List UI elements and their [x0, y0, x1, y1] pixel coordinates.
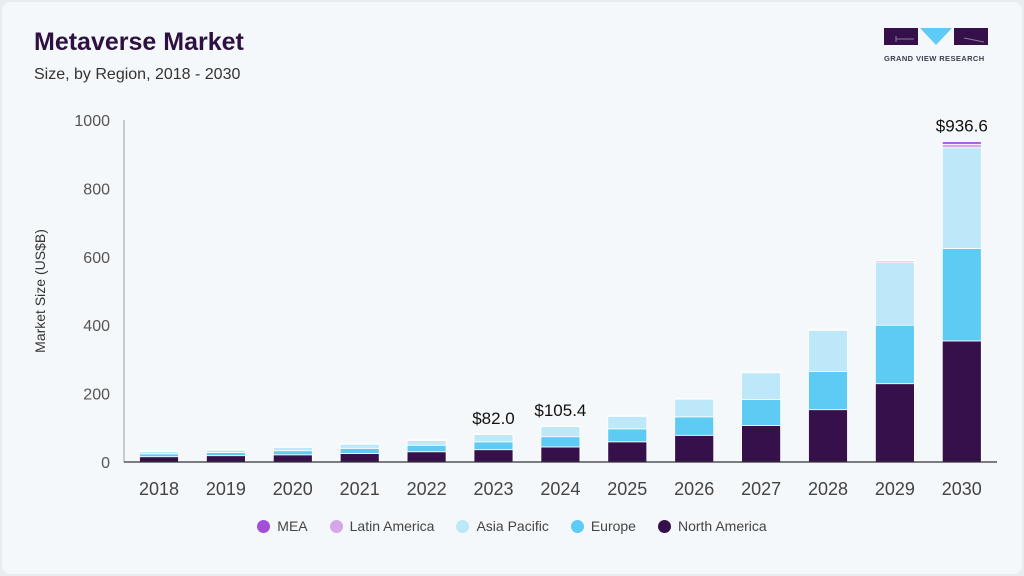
legend-item: North America	[657, 518, 767, 534]
x-tick-label: 2019	[206, 479, 246, 499]
legend-swatch-icon	[456, 519, 470, 533]
bar-segment-mea	[540, 425, 581, 427]
x-tick-label: 2026	[674, 479, 714, 499]
legend-label: Europe	[590, 518, 636, 534]
bar-segment-europe	[540, 436, 581, 448]
y-tick-label: 200	[83, 387, 110, 404]
bar-segment-asia-pacific	[875, 262, 915, 326]
bar-segment-asia-pacific	[473, 433, 514, 443]
bar-segment-north-america	[139, 456, 179, 463]
bar-segment-mea	[473, 433, 514, 435]
bar-segment-north-america	[205, 455, 246, 463]
bar-segment-mea	[272, 446, 313, 448]
legend-swatch-icon	[657, 519, 671, 533]
data-label: $105.4	[534, 401, 586, 420]
legend-item: MEA	[257, 518, 308, 534]
bar-segment-mea	[339, 443, 380, 445]
bar-segment-europe	[674, 416, 715, 436]
grand-view-research-logo: GRAND VIEW RESEARCH	[884, 28, 988, 63]
bar-segment-europe	[205, 452, 246, 457]
y-tick-label: 600	[83, 250, 110, 267]
bar-segment-europe	[741, 399, 781, 426]
logo-text: GRAND VIEW RESEARCH	[884, 54, 985, 63]
data-label: $82.0	[472, 409, 515, 428]
bar-segment-europe	[875, 324, 915, 385]
x-tick-label: 2022	[407, 479, 447, 499]
legend-swatch-icon	[570, 519, 584, 533]
legend-label: Latin America	[349, 518, 435, 534]
y-tick-label: 400	[83, 318, 110, 335]
x-tick-label: 2025	[607, 479, 647, 499]
legend-swatch-icon	[329, 519, 343, 533]
bar-segment-north-america	[473, 449, 514, 463]
bar-segment-mea	[941, 141, 982, 145]
bar-segment-mea	[139, 450, 179, 452]
x-tick-label: 2029	[875, 479, 915, 499]
legend: MEA Latin America Asia Pacific Europe North …	[2, 518, 1022, 534]
legend-swatch-icon	[257, 519, 271, 533]
bar-segment-europe	[941, 248, 982, 342]
x-tick-label: 2030	[942, 479, 982, 499]
x-tick-label: 2023	[473, 479, 513, 499]
bar-segment-asia-pacific	[406, 439, 447, 446]
bar-segment-north-america	[741, 425, 781, 463]
chart-title: Metaverse Market	[34, 28, 244, 56]
y-tick-label: 0	[101, 455, 110, 472]
bar-segment-mea	[607, 415, 648, 417]
bar-segment-asia-pacific	[741, 372, 781, 400]
bar-segment-north-america	[808, 409, 848, 463]
bar-segment-north-america	[941, 340, 982, 463]
legend-label: MEA	[277, 518, 308, 534]
bar-segment-europe	[808, 370, 848, 411]
data-label: $936.6	[936, 117, 988, 136]
bar-segment-mea	[808, 328, 848, 330]
legend-label: Asia Pacific	[476, 518, 549, 534]
bar-segment-europe	[272, 450, 313, 456]
bar-segment-north-america	[339, 453, 380, 463]
bar-segment-europe	[406, 444, 447, 453]
y-tick-label: 1000	[74, 113, 110, 130]
bar-segment-north-america	[406, 451, 447, 463]
chart-subtitle: Size, by Region, 2018 - 2030	[34, 66, 241, 83]
bar-segment-mea	[674, 398, 715, 400]
legend-item: Asia Pacific	[456, 518, 549, 534]
x-tick-label: 2020	[273, 479, 313, 499]
bar-segment-mea	[875, 259, 915, 262]
y-tick-label: 800	[83, 181, 110, 198]
legend-label: North America	[677, 518, 767, 534]
bar-segment-north-america	[540, 446, 581, 463]
x-tick-label: 2024	[540, 479, 580, 499]
bar-segment-europe	[607, 428, 648, 443]
bar-segment-asia-pacific	[607, 415, 648, 430]
bar-segment-latin-america	[941, 143, 982, 149]
bar-segment-north-america	[607, 441, 648, 463]
bar-segment-asia-pacific	[941, 147, 982, 249]
bar-segment-north-america	[674, 434, 715, 463]
legend-item: Europe	[570, 518, 636, 534]
bar-segment-north-america	[875, 383, 915, 463]
bar-segment-north-america	[272, 454, 313, 463]
bar-segment-mea	[205, 449, 246, 451]
bar-segment-asia-pacific	[674, 398, 715, 418]
x-tick-label: 2021	[340, 479, 380, 499]
bar-segment-europe	[339, 447, 380, 454]
bar-segment-asia-pacific	[808, 329, 848, 372]
x-tick-label: 2027	[741, 479, 781, 499]
x-tick-label: 2018	[139, 479, 179, 499]
bar-segment-europe	[473, 441, 514, 451]
legend-item: Latin America	[329, 518, 435, 534]
x-tick-label: 2028	[808, 479, 848, 499]
bar-segment-mea	[741, 371, 781, 373]
bar-segment-asia-pacific	[540, 426, 581, 438]
bar-segment-europe	[139, 453, 179, 458]
logo-mark-icon	[884, 28, 988, 45]
y-axis-label: Market Size (US$B)	[32, 229, 48, 353]
bar-segment-mea	[406, 439, 447, 441]
